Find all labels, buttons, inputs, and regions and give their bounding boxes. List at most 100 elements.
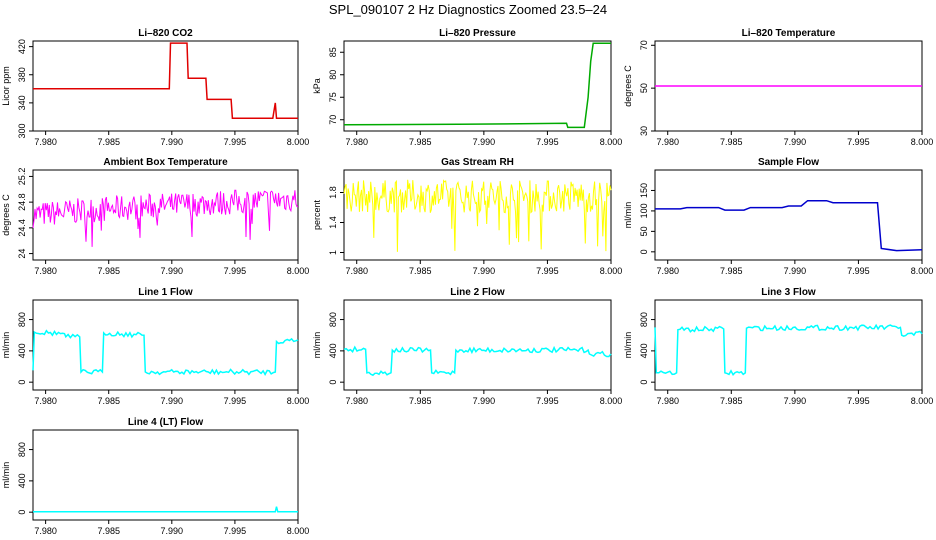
- y-tick-label: 85: [328, 47, 338, 57]
- y-axis-label: degrees C: [1, 194, 11, 236]
- plot-title: Li–820 Pressure: [439, 28, 516, 39]
- x-tick-label: 7.985: [720, 266, 743, 276]
- plot-frame: [343, 40, 612, 132]
- plot-line1: Line 1 Flow ml/min 0 400 800 7.980 7.985 7.990 7…: [1, 287, 309, 406]
- y-axis-label: kPa: [312, 78, 322, 94]
- y-tick-label: 50: [639, 226, 649, 236]
- x-tick-label: 8.000: [911, 266, 934, 276]
- y-tick-label: 24: [17, 249, 27, 259]
- plot-co2: Li–820 CO2 Licor ppm 300 340 380 420 7.980 7.98…: [1, 28, 309, 147]
- x-tick-label: 7.980: [345, 137, 368, 147]
- y-tick-label: 75: [328, 92, 338, 102]
- series-line-pressure: [343, 42, 611, 129]
- plot-title: Gas Stream RH: [441, 157, 514, 168]
- plot-frame: [32, 40, 299, 132]
- plot-frame: [32, 169, 299, 261]
- x-tick-label: 8.000: [911, 396, 934, 406]
- y-tick-label: 420: [17, 39, 27, 54]
- x-tick-label: 7.980: [34, 526, 57, 536]
- x-tick-label: 7.990: [161, 396, 184, 406]
- plot-line3: Line 3 Flow ml/min 0 400 800 7.980 7.985 7.990 7…: [623, 287, 933, 406]
- y-axis-label: percent: [312, 199, 322, 230]
- y-tick-label: 800: [17, 442, 27, 457]
- x-tick-label: 7.990: [161, 137, 184, 147]
- series-line-line4: [33, 506, 298, 513]
- y-tick-label: 70: [639, 40, 649, 50]
- plot-title: Sample Flow: [758, 157, 819, 168]
- x-tick-label: 7.995: [847, 396, 870, 406]
- y-tick-label: 300: [17, 123, 27, 138]
- page-title: SPL_090107 2 Hz Diagnostics Zoomed 23.5–…: [328, 2, 608, 17]
- y-axis-label: ml/min: [623, 332, 633, 359]
- x-tick-label: 7.980: [656, 266, 679, 276]
- plot-frame: [343, 169, 612, 261]
- plot-rh: Gas Stream RH percent 1 1.4 1.8 7.980 7.985 7.9…: [312, 157, 622, 276]
- y-axis-label: ml/min: [1, 462, 11, 489]
- y-tick-label: 800: [639, 312, 649, 327]
- x-tick-label: 8.000: [600, 266, 623, 276]
- y-axis-label: ml/min: [1, 332, 11, 359]
- plot-title: Line 1 Flow: [138, 287, 193, 298]
- y-tick-label: 1.8: [328, 186, 338, 199]
- series-line-co2: [33, 42, 298, 120]
- x-tick-label: 7.985: [720, 137, 743, 147]
- series-line-line3: [654, 323, 923, 376]
- y-tick-label: 1: [328, 250, 338, 255]
- y-axis-label: Licor ppm: [1, 66, 11, 106]
- y-tick-label: 0: [17, 380, 27, 385]
- y-axis-label: degrees C: [623, 65, 633, 107]
- y-tick-label: 150: [639, 183, 649, 198]
- y-axis-label: ml/min: [623, 202, 633, 229]
- plot-frame: [343, 299, 612, 391]
- y-tick-label: 400: [17, 473, 27, 488]
- y-tick-label: 0: [17, 510, 27, 515]
- x-tick-label: 7.980: [345, 396, 368, 406]
- y-tick-label: 0: [639, 249, 649, 254]
- x-tick-label: 7.995: [847, 266, 870, 276]
- plot-ambient: Ambient Box Temperature degrees C 24 24.4 24…: [1, 157, 309, 276]
- x-tick-label: 8.000: [287, 396, 310, 406]
- plot-title: Line 2 Flow: [450, 287, 505, 298]
- plot-title: Li–820 CO2: [138, 28, 193, 39]
- x-tick-label: 7.995: [224, 266, 247, 276]
- x-tick-label: 7.995: [536, 396, 559, 406]
- y-axis-label: ml/min: [312, 332, 322, 359]
- x-tick-label: 7.980: [34, 396, 57, 406]
- x-tick-label: 7.985: [409, 266, 432, 276]
- y-tick-label: 24.8: [17, 193, 27, 211]
- x-tick-label: 8.000: [600, 396, 623, 406]
- x-tick-label: 8.000: [600, 137, 623, 147]
- x-tick-label: 7.995: [224, 526, 247, 536]
- x-tick-label: 7.985: [97, 526, 120, 536]
- series-line-ambient: [32, 189, 299, 247]
- x-tick-label: 7.980: [656, 137, 679, 147]
- plot-frame: [32, 429, 299, 521]
- x-tick-label: 7.980: [34, 137, 57, 147]
- plot-sample: Sample Flow ml/min 0 50 100 150 7.980 7.985 7.99…: [623, 157, 933, 276]
- x-tick-label: 7.995: [536, 137, 559, 147]
- y-tick-label: 1.4: [328, 216, 338, 229]
- x-tick-label: 7.985: [409, 137, 432, 147]
- y-tick-label: 800: [328, 312, 338, 327]
- y-tick-label: 0: [328, 380, 338, 385]
- x-tick-label: 7.990: [473, 266, 496, 276]
- x-tick-label: 7.995: [536, 266, 559, 276]
- x-tick-label: 7.980: [345, 266, 368, 276]
- y-tick-label: 0: [639, 380, 649, 385]
- plot-title: Line 4 (LT) Flow: [128, 417, 204, 428]
- y-tick-label: 100: [639, 203, 649, 218]
- plot-title: Line 3 Flow: [761, 287, 816, 298]
- y-tick-label: 800: [17, 312, 27, 327]
- plot-frame: [654, 299, 923, 391]
- series-line-line1: [32, 329, 299, 376]
- x-tick-label: 7.980: [656, 396, 679, 406]
- x-tick-label: 7.995: [224, 396, 247, 406]
- plot-title: Ambient Box Temperature: [103, 157, 228, 168]
- y-tick-label: 70: [328, 115, 338, 125]
- y-tick-label: 340: [17, 95, 27, 110]
- series-line-line2: [343, 345, 612, 377]
- x-tick-label: 7.985: [720, 396, 743, 406]
- x-tick-label: 7.990: [784, 396, 807, 406]
- x-tick-label: 7.980: [34, 266, 57, 276]
- plot-frame: [32, 299, 299, 391]
